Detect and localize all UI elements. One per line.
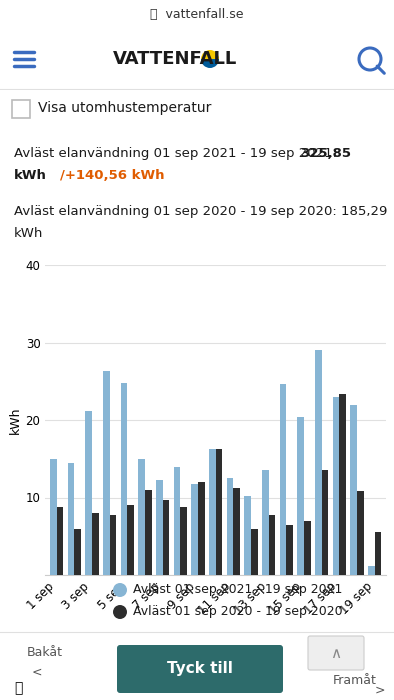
Text: Framåt: Framåt (333, 673, 377, 687)
Text: 325,85: 325,85 (300, 147, 351, 160)
Bar (209, 449, 216, 575)
Bar (85, 411, 92, 575)
Bar (121, 383, 127, 575)
Text: Avläst 01 sep 2021 - 19 sep 2021: Avläst 01 sep 2021 - 19 sep 2021 (133, 584, 342, 596)
Bar (191, 484, 198, 575)
Text: ∧: ∧ (331, 645, 342, 661)
Bar (138, 458, 145, 575)
Bar (315, 350, 322, 575)
Bar (74, 528, 81, 575)
Circle shape (113, 583, 127, 597)
Bar (50, 458, 57, 575)
Bar (216, 449, 223, 575)
Bar (350, 405, 357, 575)
Text: Avläst elanvändning 01 sep 2020 - 19 sep 2020: 185,29: Avläst elanvändning 01 sep 2020 - 19 sep… (14, 205, 387, 218)
Bar (227, 478, 233, 575)
Bar (368, 566, 375, 575)
Text: 📍: 📍 (14, 681, 22, 695)
Bar (174, 466, 180, 575)
Bar (244, 496, 251, 575)
Text: >: > (375, 683, 385, 696)
Bar (163, 500, 169, 575)
FancyBboxPatch shape (117, 645, 283, 693)
Bar (156, 480, 163, 575)
Text: Bakåt: Bakåt (27, 647, 63, 659)
Bar (269, 514, 275, 575)
Bar (322, 470, 328, 575)
Circle shape (113, 605, 127, 619)
FancyBboxPatch shape (12, 100, 30, 118)
Text: VATTENFALL: VATTENFALL (113, 50, 237, 68)
Text: /+140,56 kWh: /+140,56 kWh (60, 169, 165, 182)
FancyBboxPatch shape (308, 636, 364, 670)
Bar (333, 397, 339, 575)
Text: Tyck till: Tyck till (167, 661, 233, 676)
Bar (262, 470, 269, 575)
Bar (198, 482, 205, 575)
Text: 🔒  vattenfall.se: 🔒 vattenfall.se (150, 8, 244, 20)
Bar (92, 513, 99, 575)
Bar (57, 507, 63, 575)
Bar (375, 533, 381, 575)
Y-axis label: kWh: kWh (8, 406, 21, 434)
Bar (68, 463, 74, 575)
Bar (304, 521, 311, 575)
Wedge shape (201, 59, 219, 68)
Text: Avläst 01 sep 2020 - 19 sep 2020: Avläst 01 sep 2020 - 19 sep 2020 (133, 606, 343, 619)
Bar (180, 507, 187, 575)
Text: kWh: kWh (14, 227, 43, 240)
Bar (286, 526, 293, 575)
Bar (110, 514, 117, 575)
Bar (297, 417, 304, 575)
Text: <: < (32, 666, 42, 678)
Wedge shape (201, 50, 219, 59)
Bar (103, 371, 110, 575)
Bar (251, 528, 258, 575)
Bar (233, 488, 240, 575)
Bar (145, 490, 152, 575)
Text: Avläst elanvändning 01 sep 2021 - 19 sep 2021:: Avläst elanvändning 01 sep 2021 - 19 sep… (14, 147, 341, 160)
Bar (280, 384, 286, 575)
Bar (339, 393, 346, 575)
Text: Visa utomhustemperatur: Visa utomhustemperatur (38, 101, 211, 115)
Text: kWh: kWh (14, 169, 47, 182)
Bar (357, 491, 364, 575)
Bar (127, 505, 134, 575)
